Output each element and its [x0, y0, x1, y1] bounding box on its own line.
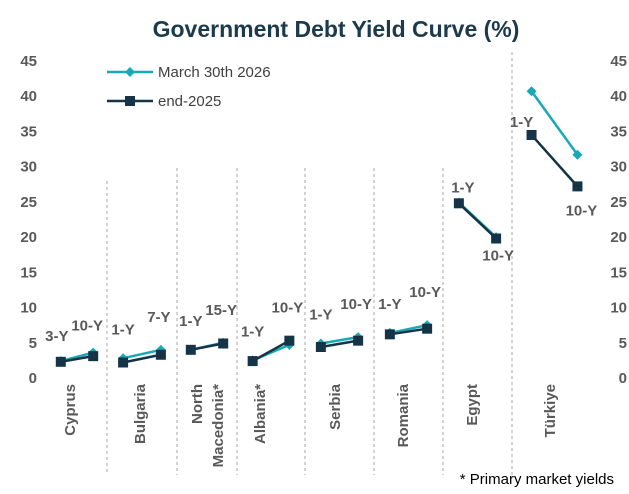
y-tick-left: 0: [29, 370, 37, 387]
series-line-march-2026-serbia: [320, 335, 359, 345]
y-tick-left: 45: [20, 53, 37, 70]
y-tick-right: 0: [619, 370, 627, 387]
tenor-label-short-t-rkiye: 1-Y: [510, 114, 533, 131]
category-label-north-macedonia: Macedonia*: [210, 384, 227, 468]
point-end-2025-t-rkiye: [526, 129, 537, 140]
point-end-2025-cyprus: [55, 356, 66, 367]
series-line-end-2025-serbia: [320, 339, 359, 349]
tenor-label-long-t-rkiye: 10-Y: [566, 202, 598, 219]
category-label-cyprus: Cyprus: [62, 384, 79, 436]
legend-label-march-2026: March 30th 2026: [158, 64, 271, 81]
y-tick-right: 25: [610, 194, 627, 211]
category-label-bulgaria: Bulgaria: [132, 383, 149, 444]
point-end-2025-serbia: [315, 342, 326, 353]
y-tick-left: 30: [20, 159, 37, 176]
y-tick-right: 35: [610, 123, 627, 140]
tenor-label-long-bulgaria: 7-Y: [147, 309, 170, 326]
series-line-end-2025-albania: [252, 339, 290, 363]
point-end-2025-t-rkiye: [572, 181, 583, 192]
point-end-2025-romania: [422, 323, 433, 334]
category-label-t-rkiye: Türkiye: [542, 384, 559, 437]
y-tick-left: 15: [20, 264, 37, 281]
footnote: * Primary market yields: [460, 471, 614, 488]
point-end-2025-albania: [247, 356, 258, 367]
y-tick-left: 20: [20, 229, 37, 246]
y-tick-left: 10: [20, 300, 37, 317]
point-end-2025-north-macedonia: [185, 344, 196, 355]
category-label-egypt: Egypt: [464, 384, 481, 426]
point-end-2025-north-macedonia: [218, 338, 229, 349]
tenor-label-long-cyprus: 10-Y: [71, 318, 103, 335]
tenor-label-short-bulgaria: 1-Y: [111, 321, 134, 338]
series-line-march-2026-bulgaria: [122, 348, 162, 360]
y-axis-left: 0 5 10 15 20 25 30 35 40 45: [20, 53, 37, 387]
series-line-end-2025-bulgaria: [122, 353, 162, 364]
point-end-2025-egypt: [453, 198, 464, 209]
point-end-2025-egypt: [491, 233, 502, 244]
category-label-north-macedonia: North: [189, 384, 206, 424]
y-tick-left: 35: [20, 123, 37, 140]
series-line-march-2026-romania: [389, 323, 428, 335]
point-end-2025-cyprus: [88, 351, 99, 362]
tenor-label-short-cyprus: 3-Y: [45, 328, 68, 345]
y-tick-right: 10: [610, 300, 627, 317]
tenor-label-long-serbia: 10-Y: [340, 296, 372, 313]
legend: March 30th 2026 end-2025: [107, 64, 271, 110]
point-march-2026-t-rkiye: [572, 149, 583, 160]
tenor-label-short-serbia: 1-Y: [309, 306, 332, 323]
tenor-labels: 3-Y10-Y 1-Y7-Y 1-Y15-Y1-Y10-Y 1-Y10-Y 1-Y10-…: [45, 114, 597, 345]
point-end-2025-romania: [384, 329, 395, 340]
y-tick-right: 40: [610, 88, 627, 105]
tenor-label-long-albania: 10-Y: [272, 300, 304, 317]
series-line-end-2025-t-rkiye: [530, 134, 579, 188]
series-line-end-2025-north-macedonia: [190, 342, 224, 352]
legend-label-end-2025: end-2025: [158, 93, 221, 110]
series-layer: [55, 86, 583, 368]
tenor-label-short-albania: 1-Y: [241, 323, 264, 340]
y-tick-left: 25: [20, 194, 37, 211]
category-label-albania: Albania*: [252, 384, 269, 444]
y-tick-right: 45: [610, 53, 627, 70]
series-line-end-2025-romania: [389, 327, 428, 336]
y-tick-right: 30: [610, 159, 627, 176]
y-tick-right: 20: [610, 229, 627, 246]
series-line-march-2026-t-rkiye: [530, 90, 579, 156]
category-label-romania: Romania: [395, 383, 412, 447]
tenor-label-short-north-macedonia: 1-Y: [179, 313, 202, 330]
group-separators: [106, 52, 513, 475]
tenor-label-short-egypt: 1-Y: [451, 180, 474, 197]
chart-title: Government Debt Yield Curve (%): [153, 16, 520, 42]
y-tick-right: 15: [610, 264, 627, 281]
point-end-2025-albania: [284, 335, 295, 346]
y-tick-right: 5: [619, 335, 627, 352]
point-end-2025-bulgaria: [155, 349, 166, 360]
y-axis-right: 0 5 10 15 20 25 30 35 40 45: [610, 53, 627, 387]
legend-marker-end-2025: [125, 96, 135, 106]
point-end-2025-serbia: [353, 335, 364, 346]
legend-marker-march-2026: [125, 67, 135, 77]
series-line-end-2025-cyprus: [60, 354, 94, 364]
point-march-2026-t-rkiye: [526, 86, 537, 97]
y-tick-left: 40: [20, 88, 37, 105]
series-line-end-2025-egypt: [458, 202, 497, 240]
tenor-label-long-north-macedonia: 15-Y: [205, 302, 237, 319]
tenor-label-long-egypt: 10-Y: [482, 248, 514, 265]
x-axis-categories: Cyprus Bulgaria North Macedonia* Albania* Ser…: [62, 383, 559, 467]
category-label-serbia: Serbia: [327, 383, 344, 430]
y-tick-left: 5: [29, 335, 37, 352]
tenor-label-long-romania: 10-Y: [409, 284, 441, 301]
point-end-2025-bulgaria: [118, 357, 129, 368]
tenor-label-short-romania: 1-Y: [378, 296, 401, 313]
